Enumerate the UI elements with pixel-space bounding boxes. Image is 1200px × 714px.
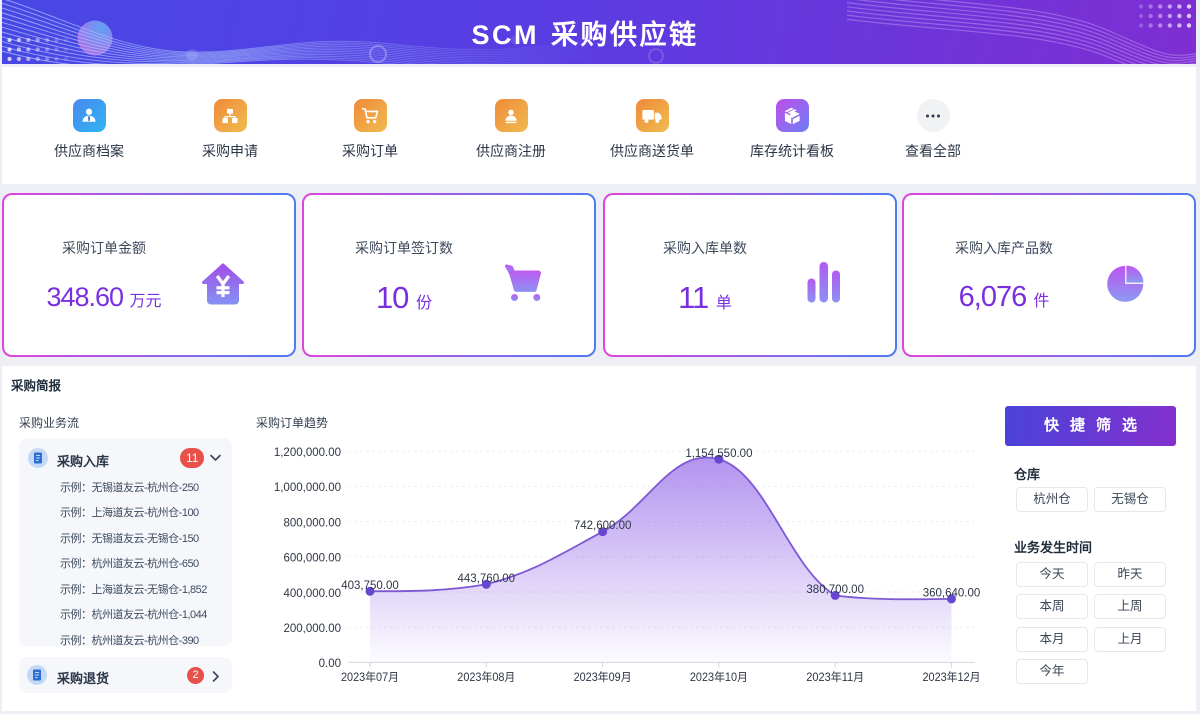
svg-text:2023年08月: 2023年08月	[457, 670, 515, 684]
svg-text:2023年11月: 2023年11月	[806, 670, 864, 684]
svg-text:2023年09月: 2023年09月	[574, 670, 632, 684]
svg-text:2023年10月: 2023年10月	[690, 670, 748, 684]
svg-text:600,000.00: 600,000.00	[283, 553, 341, 565]
svg-text:1,154,550.00: 1,154,550.00	[685, 448, 752, 460]
svg-text:2023年07月: 2023年07月	[341, 670, 399, 684]
svg-text:1,000,000.00: 1,000,000.00	[274, 482, 341, 494]
svg-text:1,200,000.00: 1,200,000.00	[274, 447, 341, 459]
svg-text:380,700.00: 380,700.00	[806, 584, 864, 596]
svg-text:800,000.00: 800,000.00	[283, 517, 341, 529]
svg-text:403,750.00: 403,750.00	[341, 580, 399, 592]
svg-text:0.00: 0.00	[319, 658, 341, 670]
svg-text:443,760.00: 443,760.00	[458, 573, 516, 585]
svg-text:360,640.00: 360,640.00	[923, 588, 981, 600]
svg-text:2023年12月: 2023年12月	[923, 670, 981, 684]
svg-text:400,000.00: 400,000.00	[283, 588, 341, 600]
svg-text:200,000.00: 200,000.00	[283, 623, 341, 635]
svg-text:742,600.00: 742,600.00	[574, 520, 632, 532]
